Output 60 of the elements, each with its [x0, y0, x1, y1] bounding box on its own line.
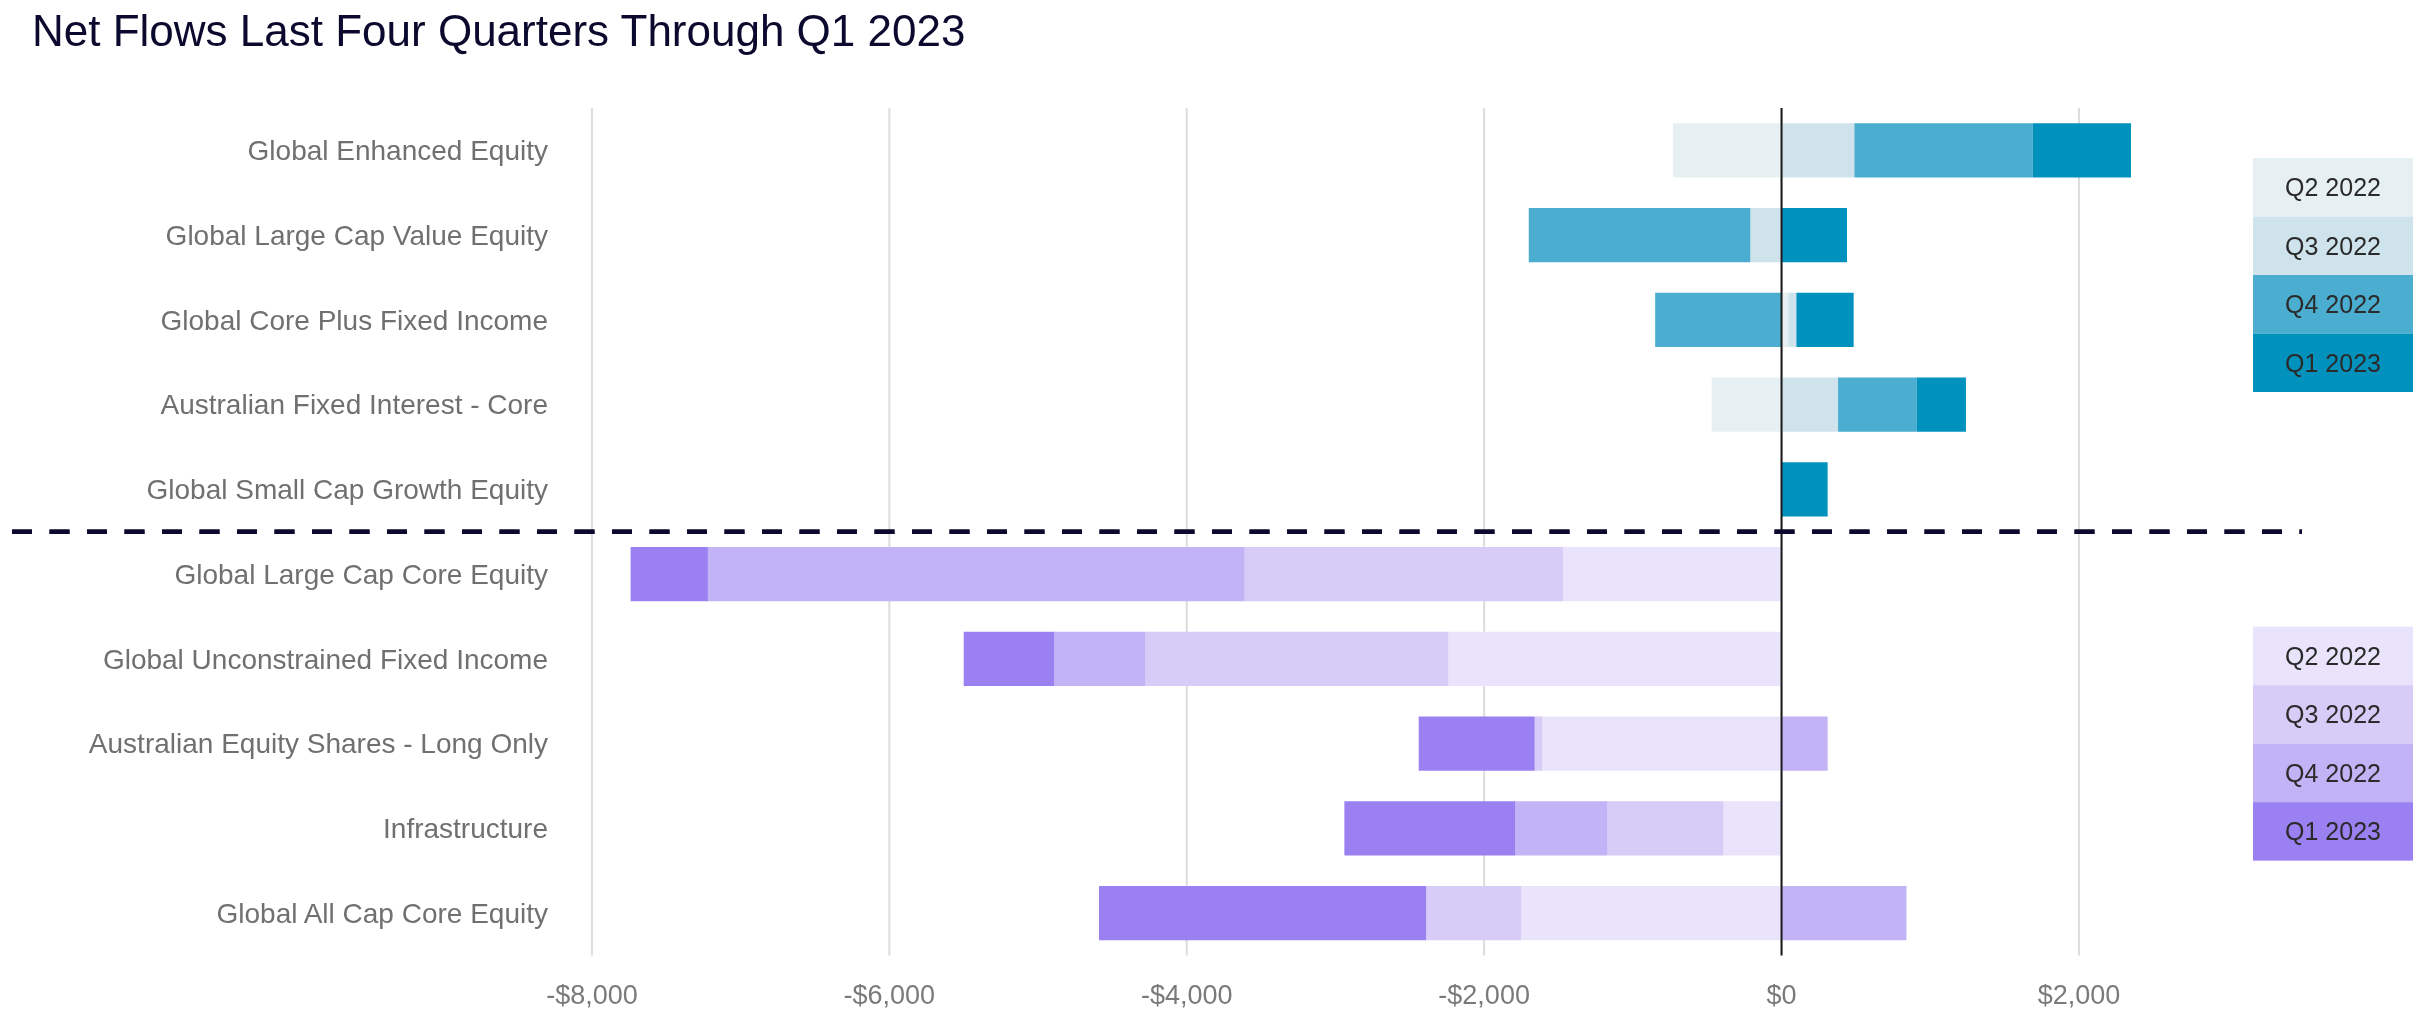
- text: Q4 2022: [2285, 290, 2381, 318]
- bar: [1672, 123, 1782, 178]
- text: Q4 2022: [2285, 758, 2381, 787]
- y-tick-label: Global Core Plus Fixed Income: [160, 304, 548, 336]
- bar: [1781, 462, 1828, 517]
- x-tick-label: -$8,000: [546, 979, 638, 1010]
- bar: [1534, 716, 1543, 771]
- text: Q2 2022: [2285, 641, 2381, 670]
- chart-title: Net Flows Last Four Quarters Through Q1 2023: [32, 6, 966, 55]
- x-tick-label: $2,000: [2037, 979, 2121, 1010]
- bar: [1723, 801, 1782, 856]
- bar: [1750, 208, 1782, 263]
- bar: [1542, 716, 1782, 771]
- y-tick-label: Global All Cap Core Equity: [216, 897, 548, 929]
- bar: [1781, 716, 1828, 771]
- bar: [1781, 377, 1839, 432]
- text: Q1 2023: [2285, 817, 2381, 846]
- bar: [1418, 716, 1535, 771]
- bar: [1781, 208, 1847, 263]
- bar: [1562, 547, 1782, 602]
- y-tick-label: Infrastructure: [383, 813, 548, 845]
- x-tick-label: $0: [1766, 979, 1797, 1010]
- bar: [1655, 292, 1782, 347]
- bar: [1781, 123, 1855, 178]
- bar: [707, 547, 1245, 602]
- y-tick-label: Global Unconstrained Fixed Income: [102, 643, 548, 675]
- bar: [1916, 377, 1966, 432]
- bar: [1145, 631, 1449, 686]
- y-tick-label: Australian Equity Shares - Long Only: [88, 728, 548, 760]
- text: Q2 2022: [2285, 173, 2381, 201]
- bar: [2032, 123, 2131, 178]
- bar: [963, 631, 1055, 686]
- y-tick-label: Global Large Cap Value Equity: [165, 219, 548, 251]
- x-tick-label: -$2,000: [1438, 979, 1530, 1010]
- y-tick-label: Global Large Cap Core Equity: [174, 558, 548, 590]
- x-tick-label: -$6,000: [843, 979, 936, 1010]
- bar: [1528, 208, 1751, 263]
- text: Q3 2022: [2285, 231, 2381, 260]
- y-tick-label: Global Small Cap Growth Equity: [146, 474, 548, 506]
- y-tick-label: Global Enhanced Equity: [247, 135, 548, 167]
- bar: [1054, 631, 1146, 686]
- bar: [1426, 886, 1522, 941]
- bar: [1448, 631, 1782, 686]
- bar: [1607, 801, 1724, 856]
- bar: [1711, 377, 1782, 432]
- bar: [630, 547, 708, 602]
- bar: [1344, 801, 1516, 856]
- bar: [1854, 123, 2033, 178]
- text: Q1 2023: [2285, 348, 2381, 377]
- bar: [1838, 377, 1917, 432]
- bar: [1099, 886, 1427, 941]
- bar: [1521, 886, 1782, 941]
- bar: [1781, 886, 1907, 941]
- bar: [1515, 801, 1608, 856]
- text: Q3 2022: [2285, 700, 2381, 729]
- bar: [1244, 547, 1563, 602]
- bar: [1796, 292, 1854, 347]
- x-tick-label: -$4,000: [1140, 979, 1233, 1010]
- y-tick-label: Australian Fixed Interest - Core: [160, 389, 548, 421]
- bar: [1788, 292, 1797, 347]
